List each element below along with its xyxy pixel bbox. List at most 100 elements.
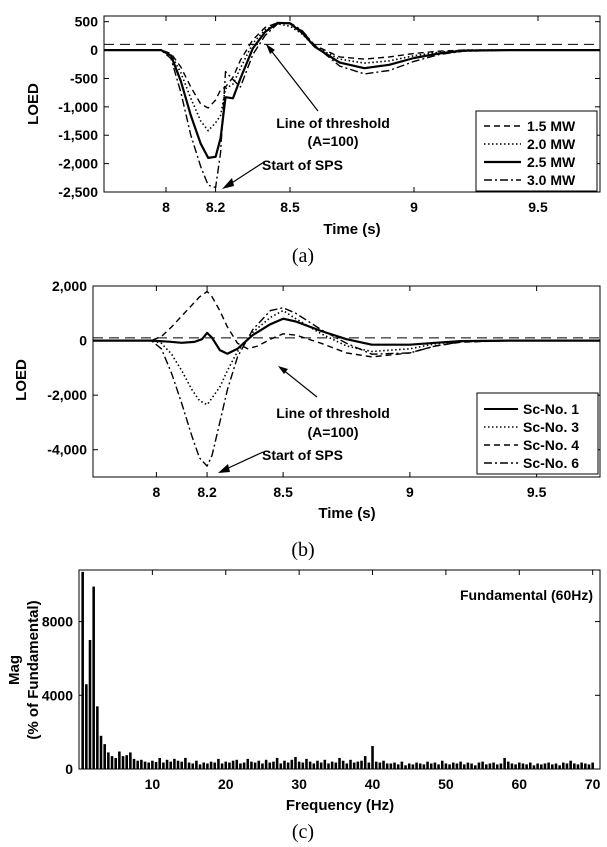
panel-c-xtick-label: 50 [438, 776, 454, 792]
panel-c-bar [158, 757, 161, 769]
panel-c-xtick-label: 20 [218, 776, 234, 792]
panel-c-bar [481, 761, 484, 769]
panel-b-series-3 [93, 290, 600, 358]
panel-c-bar [334, 762, 338, 769]
panel-c-bar [385, 763, 389, 769]
panel-c-bar [484, 764, 488, 769]
panel-a-xtick-label: 8.2 [206, 199, 226, 215]
legend-a-label-1: 1.5 MW [527, 118, 576, 134]
panel-c-bar [184, 757, 187, 769]
panel-c-bar [525, 764, 528, 769]
panel-c-bar [162, 762, 165, 769]
panel-a-ylabel: LOED [25, 83, 42, 125]
panel-c-bar [573, 763, 576, 769]
panel-c-bar [540, 764, 543, 769]
panel-a-ytick-label: -500 [70, 70, 98, 86]
legend-a-label-4: 3.0 MW [527, 172, 576, 188]
panel-c-bar [253, 762, 257, 769]
panel-c-bar [371, 745, 374, 769]
panel-c-bar [272, 761, 275, 769]
panel-c-bar [503, 757, 506, 769]
panel-c-bar [275, 757, 279, 769]
panel-c-bar [286, 762, 290, 769]
panel-b-threshold-arrowhead [278, 366, 288, 374]
panel-a-xlabel: Time (s) [323, 221, 380, 238]
panel-b-ytick-label: -4,000 [47, 442, 87, 458]
panel-c-bar [477, 762, 481, 769]
panel-c-bar [433, 762, 437, 769]
panel-a-ytick-label: -2,500 [58, 184, 98, 200]
panel-b-legend-box [476, 392, 599, 475]
panel-b-legend: Sc-No. 1 Sc-No. 3 Sc-No. 4 Sc-No. 6 [476, 392, 599, 475]
panel-c-xtick-label: 40 [365, 776, 381, 792]
panel-c-bar [88, 640, 92, 769]
panel-c-bar [587, 764, 591, 769]
panel-c-bar [217, 758, 220, 769]
panel-a-caption: (a) [292, 245, 314, 267]
panel-c-bar [576, 764, 580, 769]
panel-a-sps-label: Start of SPS [262, 157, 343, 173]
panel-b-xtick-label: 8 [152, 484, 160, 500]
panel-c-xtick-label: 10 [145, 776, 161, 792]
panel-c-bar [118, 751, 121, 769]
panel-c-bar [429, 763, 433, 769]
panel-b-series-4 [93, 307, 600, 467]
panel-c-bar [107, 752, 110, 769]
panel-c-bar [242, 762, 246, 769]
panel-c-bar [356, 761, 360, 769]
panel-c-xlabel: Frequency (Hz) [286, 797, 394, 814]
panel-c-bar [338, 757, 341, 769]
legend-a-label-3: 2.5 MW [527, 154, 576, 170]
panel-c-bar [250, 761, 253, 769]
panel-c-bar [301, 762, 305, 769]
panel-c-ytick-label: 8000 [42, 614, 73, 630]
panel-b-xlabel: Time (s) [318, 505, 375, 522]
panel-a-axes-frame [103, 15, 601, 193]
legend-b-label-2: Sc-No. 3 [523, 419, 579, 435]
panel-a-series-3 [104, 21, 600, 159]
panel-a-legend: 1.5 MW 2.0 MW 2.5 MW 3.0 MW [475, 110, 598, 192]
panel-a-ytick-label: 500 [75, 14, 99, 30]
panel-a: 8 8.2 8.5 9 9.5 500 0 -500 -1,000 -1,500 -2,000 -2,… [25, 14, 601, 267]
panel-c-bar [261, 763, 264, 769]
panel-c-bar [584, 763, 587, 769]
panel-a-xtick-label: 8.5 [280, 199, 300, 215]
panel-c-bar [529, 762, 532, 769]
panel-c-bar [173, 758, 176, 769]
panel-c-bar [231, 760, 235, 769]
panel-c-bar [352, 762, 356, 769]
panel-c-bar [132, 758, 136, 769]
panel-b-ytick-label: 0 [79, 333, 87, 349]
panel-c-bar [312, 763, 316, 769]
panel-a-xtick-label: 9 [410, 199, 418, 215]
panel-c-bar [470, 763, 473, 769]
panel-b-ytick-label: 2,000 [52, 278, 87, 294]
panel-c-bar [176, 760, 180, 769]
panel-c-bar [198, 764, 202, 769]
panel-c-bar [85, 684, 88, 769]
panel-b-sps-arrowhead [218, 464, 230, 473]
panel-c-bar [521, 763, 525, 769]
panel-b-series [93, 290, 600, 467]
panel-c-bar [154, 762, 158, 769]
panel-c-bar [92, 586, 95, 769]
panel-c-bar [382, 760, 385, 769]
panel-c-xtick-label: 60 [511, 776, 527, 792]
panel-c-bar [206, 763, 209, 769]
panel-b-xtick-label: 9.5 [527, 484, 547, 500]
panel-c-bar [554, 763, 558, 769]
panel-b-ticks: 8 8.2 8.5 9 9.5 2,000 0 -2,000 -4,000 [47, 278, 600, 500]
panel-c-bar [565, 763, 569, 769]
panel-c-bar [268, 762, 272, 769]
panel-c-bar [349, 759, 352, 769]
panel-c-caption: (c) [292, 821, 314, 843]
panel-c-bar [562, 762, 565, 769]
panel-c-bar [488, 763, 492, 769]
panel-c-bar [169, 761, 173, 769]
panel-a-sps-arrow [226, 161, 265, 187]
panel-a-threshold-arrowhead [266, 44, 275, 54]
panel-c-bar [140, 759, 143, 769]
panel-c-bar [341, 760, 345, 769]
panel-c-bar [191, 763, 195, 769]
